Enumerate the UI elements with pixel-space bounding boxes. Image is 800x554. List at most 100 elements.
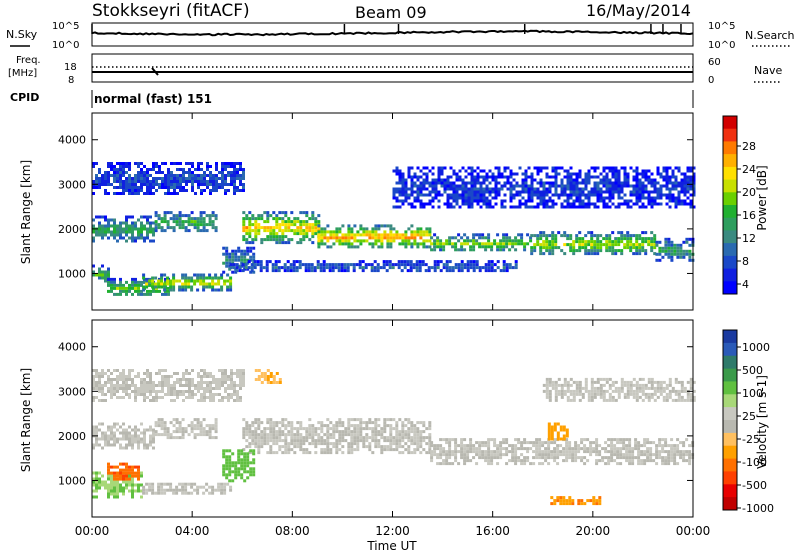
heatmap-cell: [110, 396, 113, 399]
heatmap-cell: [275, 232, 279, 236]
heatmap-cell: [670, 258, 674, 262]
heatmap-cell: [274, 269, 278, 273]
heatmap-cell: [686, 166, 690, 170]
heatmap-cell: [202, 279, 206, 283]
heatmap-cell: [310, 263, 314, 267]
heatmap-cell: [246, 252, 250, 256]
heatmap-cell: [520, 242, 524, 246]
heatmap-cell: [191, 180, 194, 183]
heatmap-cell: [110, 378, 113, 381]
heatmap-cell: [113, 277, 116, 281]
heatmap-cell: [646, 453, 650, 457]
heatmap-cell: [223, 485, 227, 489]
heatmap-cell: [347, 245, 351, 249]
heatmap-cell: [689, 202, 693, 206]
heatmap-cell: [337, 269, 341, 273]
heatmap-cell: [335, 451, 339, 455]
heatmap-cell: [415, 269, 419, 273]
heatmap-cell: [326, 245, 330, 249]
heatmap-cell: [178, 430, 182, 434]
heatmap-cell: [547, 462, 551, 466]
heatmap-cell: [404, 181, 408, 185]
heatmap-cell: [413, 236, 417, 240]
heatmap-cell: [302, 229, 306, 233]
heatmap-cell: [413, 199, 417, 203]
heatmap-cell: [245, 433, 249, 437]
heatmap-cell: [626, 231, 630, 235]
heatmap-cell: [164, 177, 167, 180]
heatmap-cell: [551, 243, 555, 247]
heatmap-cell: [379, 266, 383, 270]
colorbar-tick-label: 24: [742, 163, 756, 176]
heatmap-cell: [299, 223, 303, 227]
heatmap-cell: [661, 462, 665, 466]
heatmap-cell: [463, 438, 467, 442]
heatmap-cell: [119, 437, 122, 441]
station-title: Stokkseyri (fitACF): [92, 1, 250, 21]
heatmap-cell: [398, 178, 402, 182]
heatmap-cell: [536, 205, 540, 209]
heatmap-cell: [439, 242, 443, 246]
heatmap-cell: [436, 462, 440, 466]
heatmap-cell: [551, 240, 555, 244]
heatmap-cell: [574, 456, 578, 460]
heatmap-cell: [626, 184, 630, 188]
heatmap-cell: [410, 190, 414, 194]
heatmap-cell: [503, 193, 507, 197]
heatmap-cell: [166, 436, 170, 440]
heatmap-cell: [296, 229, 300, 233]
heatmap-cell: [92, 273, 95, 277]
heatmap-cell: [110, 390, 113, 393]
heatmap-cell: [257, 445, 261, 449]
heatmap-cell: [410, 451, 414, 455]
heatmap-cell: [119, 162, 122, 165]
heatmap-cell: [140, 474, 143, 478]
heatmap-cell: [617, 240, 621, 244]
heatmap-cell: [611, 169, 615, 173]
heatmap-cell: [248, 229, 252, 233]
heatmap-cell: [682, 441, 686, 445]
heatmap-cell: [122, 384, 125, 387]
heatmap-cell: [488, 187, 492, 191]
heatmap-cell: [451, 269, 455, 273]
heatmap-cell: [491, 178, 495, 182]
heatmap-cell: [173, 162, 176, 165]
heatmap-cell: [485, 199, 489, 203]
heatmap-cell: [113, 180, 116, 183]
heatmap-cell: [170, 375, 173, 378]
heatmap-cell: [287, 430, 291, 434]
heatmap-cell: [350, 433, 354, 437]
heatmap-cell: [413, 239, 417, 243]
heatmap-cell: [605, 243, 609, 247]
heatmap-cell: [125, 218, 128, 222]
heatmap-cell: [146, 369, 149, 372]
heatmap-cell: [634, 447, 638, 451]
heatmap-cell: [635, 246, 639, 250]
heatmap-cell: [461, 190, 465, 194]
heatmap-cell: [676, 246, 680, 250]
heatmap-cell: [550, 441, 554, 445]
heatmap-cell: [211, 223, 215, 227]
heatmap-cell: [140, 384, 143, 387]
heatmap-cell: [92, 162, 95, 165]
heatmap-cell: [419, 169, 423, 173]
heatmap-cell: [623, 181, 627, 185]
heatmap-cell: [98, 399, 101, 402]
heatmap-cell: [389, 233, 393, 237]
heatmap-cell: [386, 233, 390, 237]
heatmap-cell: [679, 456, 683, 460]
heatmap-cell: [673, 249, 677, 253]
heatmap-cell: [239, 183, 242, 186]
heatmap-cell: [143, 280, 146, 284]
heatmap-cell: [386, 445, 390, 449]
heatmap-cell: [470, 166, 474, 170]
heatmap-cell: [104, 192, 107, 195]
heatmap-cell: [542, 202, 546, 206]
heatmap-cell: [214, 273, 218, 277]
heatmap-cell: [125, 186, 128, 189]
heatmap-cell: [237, 255, 241, 259]
heatmap-cell: [460, 266, 464, 270]
heatmap-cell: [202, 285, 206, 289]
heatmap-cell: [452, 205, 456, 209]
heatmap-cell: [469, 444, 473, 448]
